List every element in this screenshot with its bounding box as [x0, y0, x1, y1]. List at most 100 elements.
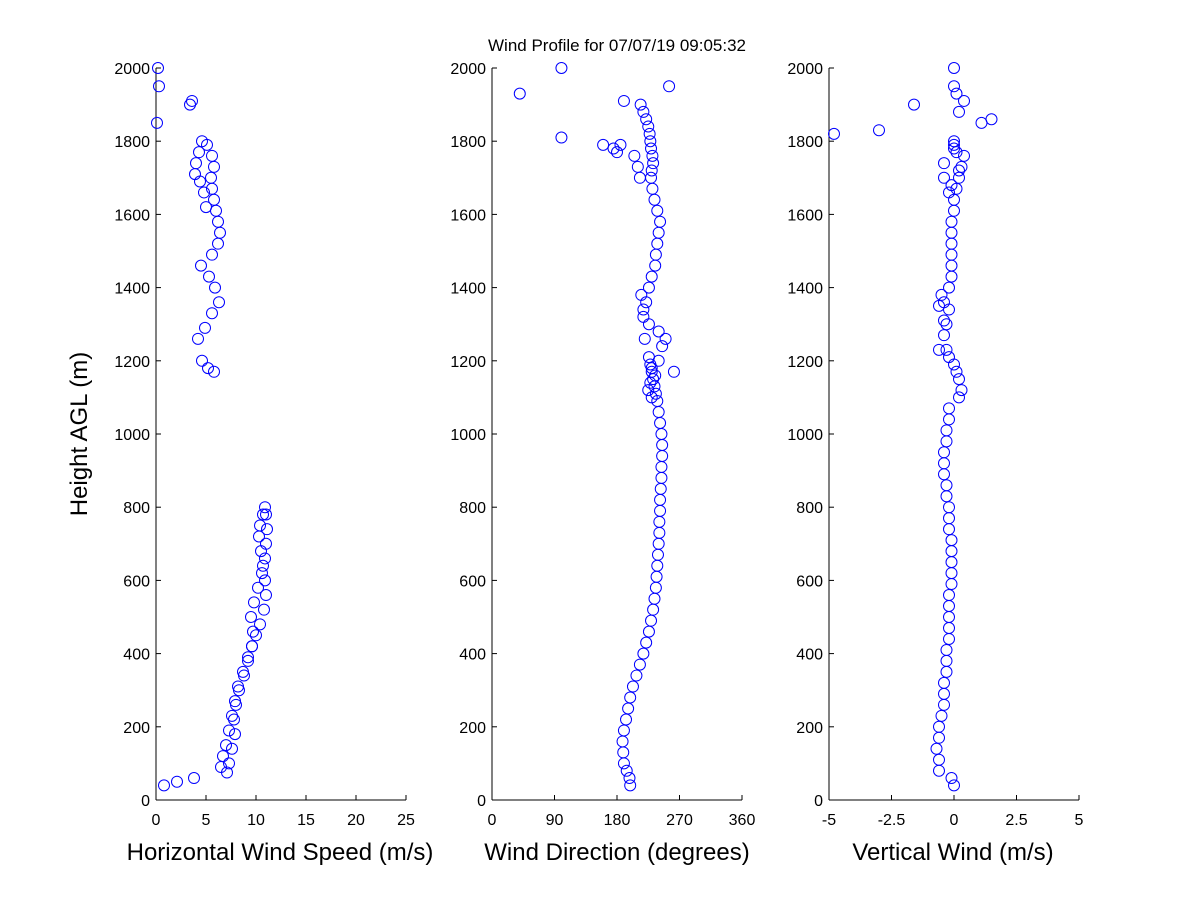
- data-point: [935, 288, 948, 301]
- data-point: [645, 391, 658, 404]
- y-tick-label: 200: [459, 720, 486, 737]
- data-point: [933, 753, 945, 766]
- y-tick-label: 600: [459, 573, 486, 590]
- data-point: [597, 138, 610, 151]
- x-tick-label: 360: [729, 812, 756, 829]
- data-point: [945, 179, 958, 192]
- data-point: [237, 665, 249, 678]
- y-tick-label: 1600: [114, 207, 150, 224]
- y-tick-label: 1600: [787, 207, 823, 224]
- data-point: [948, 779, 960, 792]
- y-tick-label: 800: [123, 500, 150, 517]
- data-point: [192, 332, 204, 345]
- data-point: [202, 362, 214, 375]
- data-point: [953, 373, 965, 386]
- y-tick-label: 1200: [450, 354, 486, 371]
- y-tick-label: 600: [796, 573, 823, 590]
- data-point: [513, 87, 526, 100]
- data-point: [645, 142, 658, 155]
- data-point: [948, 62, 960, 74]
- data-point: [194, 175, 206, 188]
- data-point: [555, 131, 568, 144]
- data-point: [943, 186, 955, 199]
- y-tick-label: 1400: [450, 281, 486, 298]
- data-point: [933, 299, 945, 312]
- data-point: [247, 625, 259, 638]
- x-tick-label: -5: [822, 812, 836, 829]
- data-point: [624, 691, 637, 704]
- panel-3: 0 200 400 600 800 1000 1200 1400 1600 1800 2000 -5 -…: [787, 61, 1083, 866]
- data-point: [652, 325, 665, 338]
- data-point: [649, 387, 662, 400]
- data-point: [200, 201, 212, 214]
- data-point: [253, 530, 265, 543]
- data-point: [985, 113, 998, 126]
- data-point: [630, 669, 643, 682]
- data-point: [617, 94, 630, 107]
- data-point: [953, 105, 965, 118]
- data-point: [943, 351, 955, 364]
- data-point: [640, 113, 653, 126]
- figure-title: Wind Profile for 07/07/19 09:05:32: [488, 36, 746, 55]
- data-point: [637, 303, 650, 316]
- data-point: [958, 149, 970, 162]
- data-point: [651, 204, 664, 217]
- panel-2: 0 200 400 600 800 1000 1200 1400 1600 1800 2000 0 90…: [450, 61, 755, 866]
- data-point: [940, 343, 953, 356]
- data-point: [624, 779, 637, 792]
- data-point: [958, 94, 970, 107]
- y-tick-label: 1000: [114, 427, 150, 444]
- data-point: [649, 369, 662, 382]
- x-tick-label: 270: [666, 812, 693, 829]
- y-tick-label: 1800: [787, 134, 823, 151]
- data-point: [254, 618, 266, 631]
- data-point: [953, 391, 965, 404]
- data-point: [623, 772, 636, 785]
- data-point: [261, 523, 273, 536]
- x-tick-label: 15: [297, 812, 315, 829]
- data-point: [640, 296, 653, 309]
- data-point: [257, 559, 269, 572]
- data-point: [938, 676, 950, 689]
- data-point: [259, 552, 271, 565]
- data-point: [196, 354, 208, 367]
- data-point: [198, 186, 210, 199]
- data-point: [258, 603, 270, 616]
- data-point: [948, 135, 960, 148]
- data-point: [645, 164, 658, 177]
- data-point: [935, 709, 948, 722]
- data-point: [828, 127, 840, 140]
- y-tick-label: 1200: [787, 354, 823, 371]
- data-point: [252, 581, 264, 594]
- data-point: [220, 739, 232, 752]
- data-point: [938, 157, 950, 170]
- data-point: [873, 124, 885, 137]
- data-point: [151, 116, 163, 129]
- x-tick-label: 5: [1075, 812, 1084, 829]
- data-point: [242, 651, 254, 664]
- data-point: [645, 362, 658, 375]
- data-point: [208, 365, 220, 378]
- y-tick-label: 400: [796, 647, 823, 664]
- data-point: [953, 171, 965, 184]
- data-point: [555, 62, 568, 74]
- data-point: [955, 160, 968, 173]
- data-point: [626, 680, 639, 693]
- y-tick-label: 1400: [787, 281, 823, 298]
- data-point: [647, 157, 660, 170]
- data-point: [933, 343, 945, 356]
- y-tick-label: 2000: [114, 61, 150, 78]
- y-tick-label: 1000: [787, 427, 823, 444]
- panel-1: 0 200 400 600 800 1000 1200 1400 1600 1800 2000 0 5 1…: [114, 61, 433, 866]
- data-point: [656, 340, 669, 353]
- y-axis-label: Height AGL (m): [66, 352, 93, 517]
- data-series: [828, 62, 998, 792]
- data-point: [158, 779, 170, 792]
- data-point: [948, 138, 960, 151]
- data-point: [663, 80, 676, 93]
- data-point: [948, 142, 960, 155]
- data-point: [259, 501, 271, 514]
- data-point: [938, 446, 950, 459]
- data-point: [206, 248, 218, 261]
- data-point: [607, 142, 620, 155]
